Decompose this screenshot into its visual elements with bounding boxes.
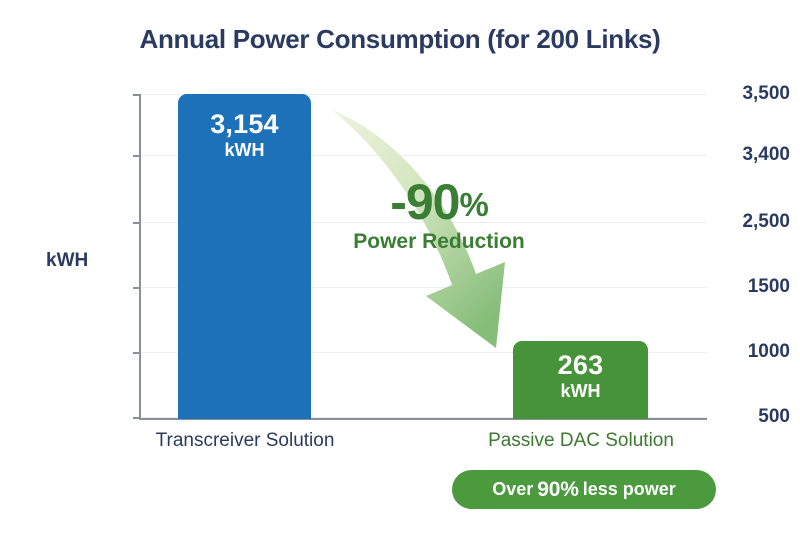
bar-passive-dac-value: 263 [557, 350, 604, 380]
x-axis-line [139, 418, 707, 420]
y-axis-title: kWH [46, 250, 89, 271]
reduction-percent-number: -90 [390, 174, 460, 230]
y-tick-mark-3400 [133, 155, 139, 157]
badge-prefix: Over [492, 479, 534, 499]
y-tick-label-3400: 3,400 [742, 144, 790, 165]
badge-highlight: 90% [537, 477, 579, 501]
y-tick-mark-3500 [133, 94, 139, 96]
status-badge[interactable]: Over 90% less power [452, 470, 716, 509]
y-tick-label-3500: 3,500 [742, 83, 790, 104]
reduction-percent: -90% [344, 177, 534, 227]
badge-suffix: less power [582, 479, 676, 499]
bar-transceiver-unit: kWH [224, 140, 265, 161]
gridline-500 [140, 417, 707, 418]
bar-transceiver-value: 3,154 [210, 109, 279, 139]
y-tick-label-2500: 2,500 [742, 211, 790, 232]
x-tick-label-transceiver: Transcreiver Solution [155, 430, 335, 451]
page-title: Annual Power Consumption (for 200 Links) [139, 24, 661, 54]
gridline-3500 [140, 94, 707, 95]
y-tick-mark-500 [133, 417, 139, 419]
y-tick-mark-1500 [133, 287, 139, 289]
gridline-1000 [140, 352, 707, 353]
x-tick-label-passive-dac: Passive DAC Solution [488, 430, 674, 451]
bar-passive-dac-label: 263 kWH [513, 351, 648, 404]
bar-passive-dac-unit: kWH [560, 381, 601, 402]
y-tick-label-1500: 1500 [747, 276, 790, 297]
bar-transceiver-label: 3,154 kWH [178, 110, 311, 163]
y-tick-mark-1000 [133, 352, 139, 354]
bar-transceiver[interactable]: 3,154 kWH [178, 94, 311, 419]
y-tick-label-1000: 1000 [747, 341, 790, 362]
reduction-caption: Power Reduction [353, 230, 525, 253]
bar-passive-dac[interactable]: 263 kWH [513, 341, 648, 419]
percent-sign-icon: % [459, 186, 488, 223]
y-axis-line [139, 94, 141, 419]
y-tick-label-500: 500 [758, 406, 790, 427]
y-tick-mark-2500 [133, 222, 139, 224]
reduction-callout: -90% Power Reduction [344, 177, 534, 254]
